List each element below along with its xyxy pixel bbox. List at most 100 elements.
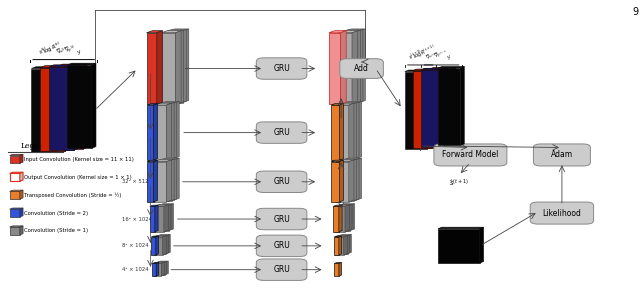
Text: 4² × 1024: 4² × 1024 xyxy=(122,267,148,272)
FancyBboxPatch shape xyxy=(256,259,307,280)
Polygon shape xyxy=(461,66,465,145)
Polygon shape xyxy=(164,32,178,104)
Text: Legend: Legend xyxy=(20,142,49,150)
Text: Convolution (Stride = 2): Convolution (Stride = 2) xyxy=(24,211,88,215)
Polygon shape xyxy=(335,237,339,255)
Polygon shape xyxy=(156,263,163,275)
Polygon shape xyxy=(336,103,354,105)
Polygon shape xyxy=(164,30,184,32)
Polygon shape xyxy=(339,161,351,201)
Polygon shape xyxy=(154,162,166,202)
Polygon shape xyxy=(422,68,448,70)
Text: Output Convolution (Kernel size = 1 × 1): Output Convolution (Kernel size = 1 × 1) xyxy=(24,175,132,180)
Text: $\nabla_{y^{(t+1)}}$: $\nabla_{y^{(t+1)}}$ xyxy=(432,46,450,62)
Polygon shape xyxy=(147,160,157,162)
Polygon shape xyxy=(413,69,440,71)
Polygon shape xyxy=(452,67,456,146)
Polygon shape xyxy=(20,190,23,199)
Polygon shape xyxy=(333,206,339,232)
Polygon shape xyxy=(428,70,431,149)
Polygon shape xyxy=(164,235,168,254)
Polygon shape xyxy=(147,33,157,104)
Polygon shape xyxy=(159,159,177,160)
Polygon shape xyxy=(430,69,452,146)
Polygon shape xyxy=(150,205,158,206)
Polygon shape xyxy=(10,154,23,156)
Text: Adam: Adam xyxy=(551,150,573,159)
Polygon shape xyxy=(154,205,168,206)
Polygon shape xyxy=(74,65,78,150)
Polygon shape xyxy=(344,236,348,255)
Polygon shape xyxy=(430,67,456,69)
Polygon shape xyxy=(155,205,158,232)
Text: $\nabla_{y^{(t)}}$: $\nabla_{y^{(t)}}$ xyxy=(63,42,78,57)
Polygon shape xyxy=(67,65,92,148)
Polygon shape xyxy=(154,237,163,255)
Polygon shape xyxy=(332,162,339,202)
Text: Transposed Convolution (Stride = ½): Transposed Convolution (Stride = ½) xyxy=(24,193,122,198)
Polygon shape xyxy=(157,235,170,236)
Polygon shape xyxy=(339,236,348,254)
Text: GRU: GRU xyxy=(273,64,290,73)
Polygon shape xyxy=(339,104,351,159)
Polygon shape xyxy=(480,227,484,263)
Text: $y$: $y$ xyxy=(445,52,453,62)
Polygon shape xyxy=(10,227,20,235)
Polygon shape xyxy=(354,159,359,201)
Polygon shape xyxy=(157,31,163,104)
Polygon shape xyxy=(405,72,428,149)
Polygon shape xyxy=(178,30,184,104)
Text: Input Convolution (Kernel size = 11 × 11): Input Convolution (Kernel size = 11 × 11… xyxy=(24,157,134,162)
Polygon shape xyxy=(40,68,65,151)
Polygon shape xyxy=(159,205,169,231)
Polygon shape xyxy=(169,204,173,231)
Polygon shape xyxy=(180,30,186,103)
Polygon shape xyxy=(339,205,342,232)
Polygon shape xyxy=(156,161,169,201)
Polygon shape xyxy=(10,226,23,227)
Polygon shape xyxy=(344,158,362,160)
Polygon shape xyxy=(349,160,354,202)
Polygon shape xyxy=(161,160,174,200)
Polygon shape xyxy=(58,66,83,149)
Polygon shape xyxy=(422,70,444,147)
FancyBboxPatch shape xyxy=(434,144,507,166)
Polygon shape xyxy=(343,30,363,32)
Polygon shape xyxy=(356,158,362,200)
Polygon shape xyxy=(339,235,351,236)
Polygon shape xyxy=(332,160,344,162)
Text: 16² × 1024: 16² × 1024 xyxy=(122,217,152,221)
Polygon shape xyxy=(422,70,444,147)
Polygon shape xyxy=(83,64,87,149)
Text: Likelihood: Likelihood xyxy=(543,209,581,218)
Polygon shape xyxy=(159,204,173,205)
Polygon shape xyxy=(74,65,78,150)
Polygon shape xyxy=(339,159,356,161)
Polygon shape xyxy=(174,158,179,200)
Polygon shape xyxy=(175,31,181,104)
Text: $s^{(t+1)}$: $s^{(t+1)}$ xyxy=(407,47,425,62)
Polygon shape xyxy=(154,105,166,160)
Text: GRU: GRU xyxy=(273,265,290,274)
FancyBboxPatch shape xyxy=(534,144,590,166)
Polygon shape xyxy=(161,103,174,159)
Polygon shape xyxy=(166,30,186,32)
Polygon shape xyxy=(156,104,169,159)
Polygon shape xyxy=(159,160,172,201)
Polygon shape xyxy=(346,29,365,31)
Polygon shape xyxy=(438,66,465,68)
Polygon shape xyxy=(438,227,484,229)
Polygon shape xyxy=(340,30,360,32)
Polygon shape xyxy=(438,68,461,145)
Polygon shape xyxy=(332,105,339,160)
Polygon shape xyxy=(154,263,161,276)
Polygon shape xyxy=(65,66,69,151)
Polygon shape xyxy=(335,205,349,206)
Polygon shape xyxy=(336,162,349,202)
Text: Add: Add xyxy=(354,64,369,73)
Polygon shape xyxy=(183,29,189,103)
Text: $\log R^{(t+1)}$: $\log R^{(t+1)}$ xyxy=(412,42,437,62)
Polygon shape xyxy=(172,159,177,201)
Polygon shape xyxy=(20,154,23,163)
Polygon shape xyxy=(338,31,358,33)
